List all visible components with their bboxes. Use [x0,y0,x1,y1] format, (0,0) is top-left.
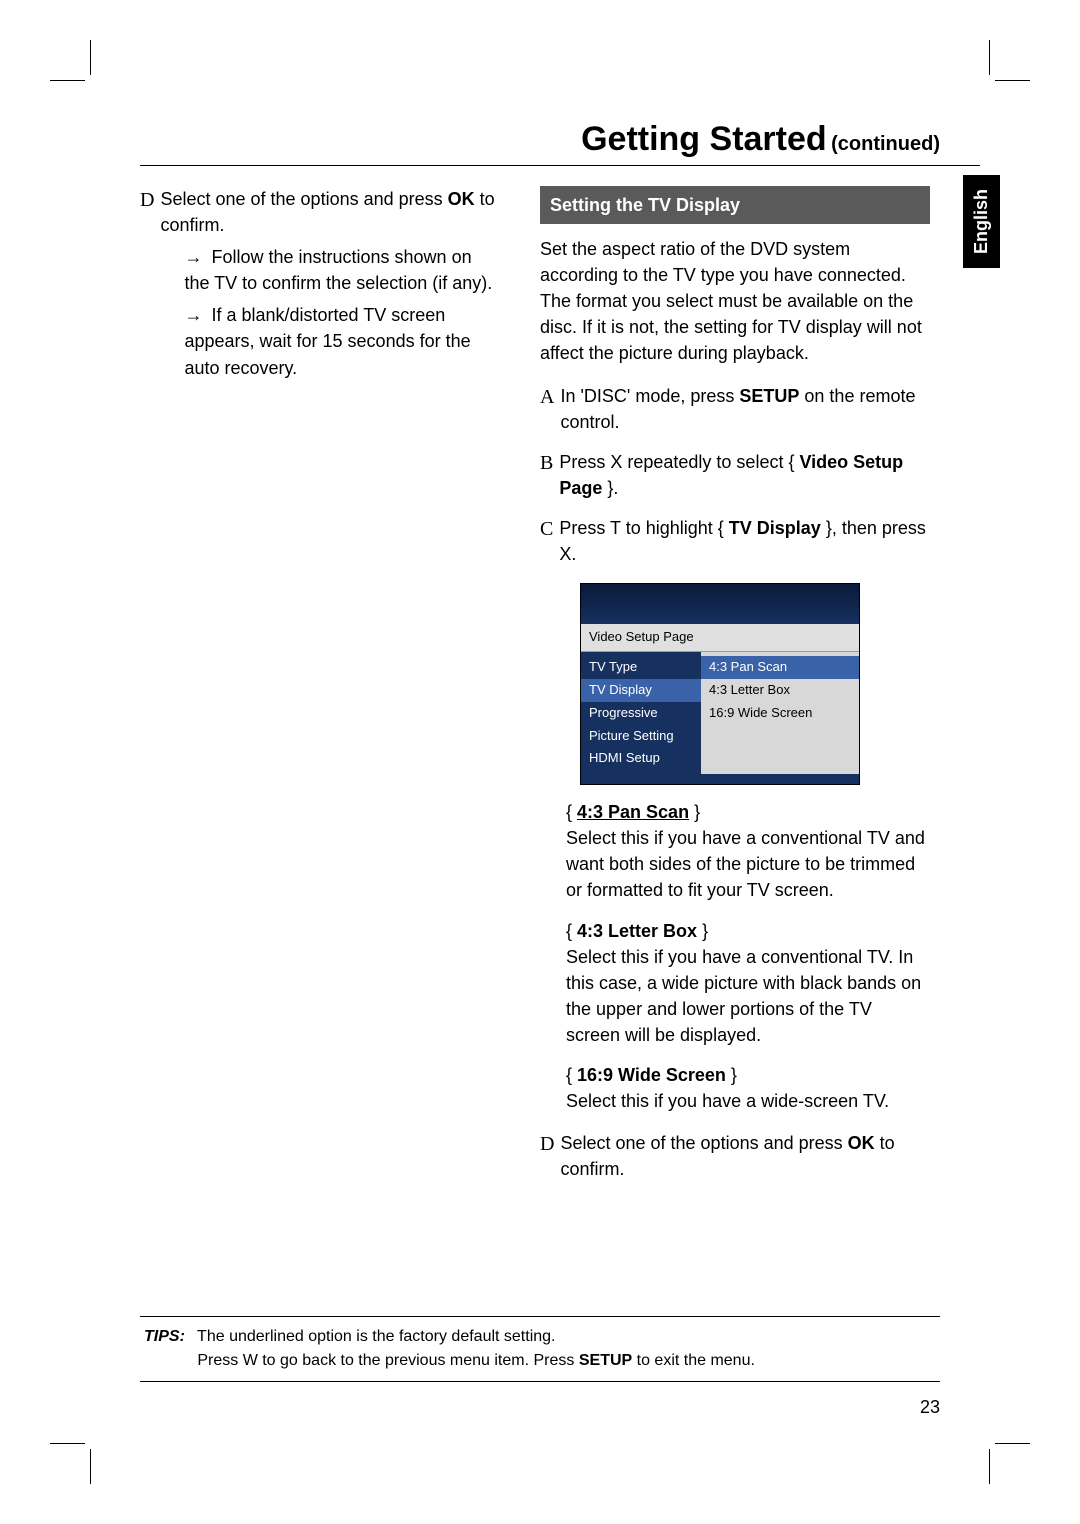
option-label: 16:9 Wide Screen [577,1065,726,1085]
menu-left-list: TV Type TV Display Progressive Picture S… [581,652,701,774]
ok-bold: OK [448,189,475,209]
left-column: D Select one of the options and press OK… [140,186,500,1196]
step-letter: B [540,449,553,501]
step-body: Press X repeatedly to select { Video Set… [559,449,930,501]
substep: → Follow the instructions shown on the T… [184,244,500,296]
option-label: 4:3 Pan Scan [577,802,689,822]
step-d-right: D Select one of the options and press OK… [540,1130,930,1182]
option-letter-box: { 4:3 Letter Box } Select this if you ha… [566,918,930,1048]
option-desc: Select this if you have a conventional T… [566,828,925,900]
page-title-sub: (continued) [831,133,940,155]
menu-screenshot: Video Setup Page TV Type TV Display Prog… [580,583,860,785]
option-wide-screen: { 16:9 Wide Screen } Select this if you … [566,1062,930,1114]
tips-line1: The underlined option is the factory def… [197,1328,555,1345]
page-content: Getting Started (continued) English D Se… [140,120,980,1434]
tips-line2-pre: Press W to go back to the previous menu … [197,1352,579,1369]
text: In 'DISC' mode, press [560,386,739,406]
menu-right-list: 4:3 Pan Scan 4:3 Letter Box 16:9 Wide Sc… [701,652,859,774]
step-body: In 'DISC' mode, press SETUP on the remot… [560,383,930,435]
menu-option: 16:9 Wide Screen [701,702,859,725]
section-header: Setting the TV Display [540,186,930,224]
step-a: A In 'DISC' mode, press SETUP on the rem… [540,383,930,435]
bold: SETUP [739,386,799,406]
step-letter: D [140,186,154,381]
bold: TV Display [729,518,821,538]
menu-item: HDMI Setup [581,747,701,770]
option-desc: Select this if you have a conventional T… [566,947,921,1045]
arrow-icon: → [184,305,202,325]
intro-paragraph: Set the aspect ratio of the DVD system a… [540,236,930,366]
right-column: Setting the TV Display Set the aspect ra… [540,186,980,1196]
text: }. [602,478,618,498]
menu-option-selected: 4:3 Pan Scan [701,656,859,679]
menu-option: 4:3 Letter Box [701,679,859,702]
menu-item: TV Type [581,656,701,679]
option-pan-scan: { 4:3 Pan Scan } Select this if you have… [566,799,930,903]
two-column-layout: D Select one of the options and press OK… [140,186,980,1196]
menu-top-bar [581,584,859,624]
page-title-row: Getting Started (continued) [140,120,980,166]
tips-label: TIPS: [144,1328,185,1345]
tips-line2-post: to exit the menu. [632,1352,755,1369]
option-desc: Select this if you have a wide-screen TV… [566,1091,889,1111]
text: Follow the instructions shown on the TV … [184,247,492,293]
menu-item: Progressive [581,702,701,725]
text: Press T to highlight { [559,518,728,538]
tips-bold: SETUP [579,1352,632,1369]
menu-item-selected: TV Display [581,679,701,702]
text: Press X repeatedly to select { [559,452,799,472]
page-title: Getting Started [581,120,827,158]
language-tab: English [963,175,1000,268]
menu-bottom-bar [581,774,859,784]
text: Select one of the options and press [560,1133,847,1153]
bold: OK [848,1133,875,1153]
menu-item: Picture Setting [581,725,701,748]
page-number: 23 [920,1397,940,1418]
menu-title: Video Setup Page [581,624,859,652]
step-letter: A [540,383,554,435]
step-body: Press T to highlight { TV Display }, the… [559,515,930,567]
step-letter: C [540,515,553,567]
step-d-left: D Select one of the options and press OK… [140,186,500,381]
arrow-icon: → [184,247,202,267]
option-label: 4:3 Letter Box [577,921,697,941]
text: If a blank/distorted TV screen appears, … [184,305,470,377]
step-letter: D [540,1130,554,1182]
menu-body: TV Type TV Display Progressive Picture S… [581,652,859,774]
text: Select one of the options and press [160,189,447,209]
step-c: C Press T to highlight { TV Display }, t… [540,515,930,567]
step-body: Select one of the options and press OK t… [560,1130,930,1182]
substep: → If a blank/distorted TV screen appears… [184,302,500,380]
tips-box: TIPS: The underlined option is the facto… [140,1316,940,1382]
step-body: Select one of the options and press OK t… [160,186,500,381]
step-b: B Press X repeatedly to select { Video S… [540,449,930,501]
